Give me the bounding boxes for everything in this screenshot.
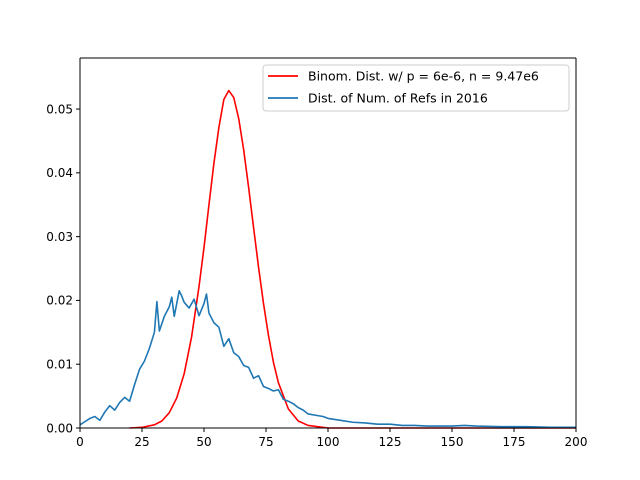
legend-box <box>262 64 570 112</box>
legend: Binom. Dist. w/ p = 6e-6, n = 9.47e6 Dis… <box>262 64 570 112</box>
series-line-0 <box>129 89 576 429</box>
x-tick-label: 25 <box>134 435 149 449</box>
x-tick-label: 75 <box>258 435 273 449</box>
series-layer <box>79 89 576 429</box>
x-tick-label: 0 <box>76 435 84 449</box>
y-tick-label: 0.03 <box>46 230 73 244</box>
y-tick-label: 0.02 <box>46 294 73 308</box>
series-line-1 <box>79 290 576 429</box>
axes-background <box>80 58 576 428</box>
x-tick-label: 100 <box>317 435 340 449</box>
y-tick-label: 0.05 <box>46 102 73 116</box>
x-tick-label: 125 <box>379 435 402 449</box>
y-axis: 0.00 0.01 0.02 0.03 0.04 0.05 <box>46 102 80 435</box>
x-axis: 0 25 50 75 100 125 150 175 200 <box>76 428 587 449</box>
legend-label-binomial: Binom. Dist. w/ p = 6e-6, n = 9.47e6 <box>308 69 539 84</box>
y-tick-label: 0.04 <box>46 166 73 180</box>
y-tick-label: 0.01 <box>46 358 73 372</box>
x-tick-label: 200 <box>565 435 588 449</box>
y-tick-label: 0.00 <box>46 421 73 435</box>
x-tick-label: 175 <box>503 435 526 449</box>
legend-label-refs: Dist. of Num. of Refs in 2016 <box>308 91 488 106</box>
plot-area: 0 25 50 75 100 125 150 175 200 0.000.010.020.030… <box>46 57 587 449</box>
x-tick-label: 150 <box>441 435 464 449</box>
x-tick-label: 50 <box>196 435 211 449</box>
